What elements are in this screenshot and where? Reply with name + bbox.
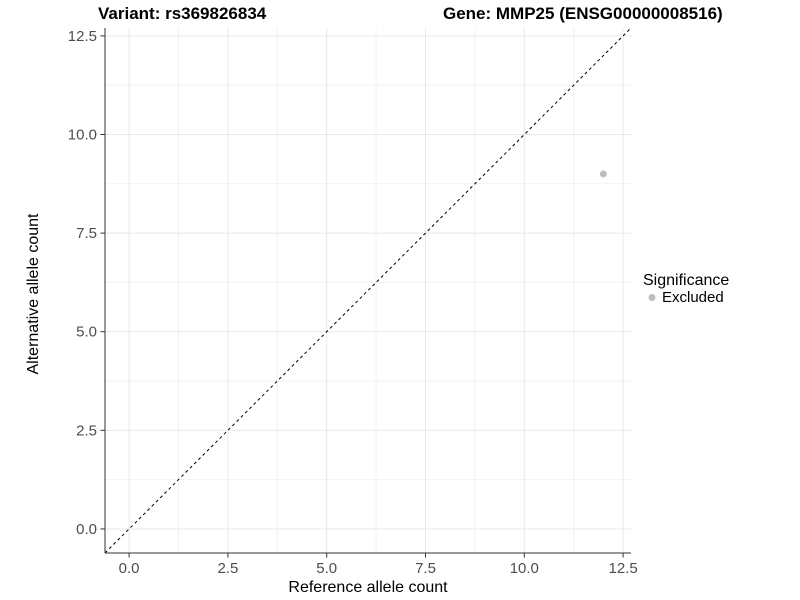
y-axis-tick-label: 0.0 — [76, 521, 97, 538]
plot-title-variant: Variant: rs369826834 — [98, 4, 267, 23]
x-axis-tick-label: 5.0 — [316, 560, 337, 577]
identity-line-layer — [104, 27, 632, 554]
x-axis-tick-label: 10.0 — [510, 560, 539, 577]
data-points-layer — [599, 170, 607, 178]
y-axis-tick-label: 7.5 — [76, 225, 97, 242]
y-axis-tick-label: 12.5 — [68, 28, 97, 45]
y-axis-tick-label: 2.5 — [76, 422, 97, 439]
x-axis-tick-label: 12.5 — [608, 560, 637, 577]
x-axis-label: Reference allele count — [288, 579, 448, 596]
plot-title-gene: Gene: MMP25 (ENSG00000008516) — [443, 4, 723, 23]
y-axis-tick-label: 10.0 — [68, 126, 97, 143]
x-axis-tick-label: 0.0 — [119, 560, 140, 577]
y-axis-label: Alternative allele count — [25, 213, 42, 375]
x-axis-tick-label: 2.5 — [217, 560, 238, 577]
legend-marker-excluded-icon — [648, 294, 656, 301]
tick-labels-layer: 0.0 2.5 5.0 7.5 10.0 12.5 0.0 2.5 5.0 7.5 10.0 12.5 — [68, 28, 638, 577]
x-axis-tick-label: 7.5 — [415, 560, 436, 577]
legend: Significance Excluded — [643, 272, 729, 306]
grid-major-layer — [105, 28, 631, 553]
grid-minor-layer — [105, 28, 631, 553]
legend-label-excluded: Excluded — [662, 289, 724, 306]
identity-reference-line — [104, 27, 632, 554]
legend-title: Significance — [643, 272, 729, 289]
y-axis-tick-label: 5.0 — [76, 324, 97, 341]
data-point-excluded — [599, 170, 607, 178]
axes-layer — [100, 28, 631, 558]
